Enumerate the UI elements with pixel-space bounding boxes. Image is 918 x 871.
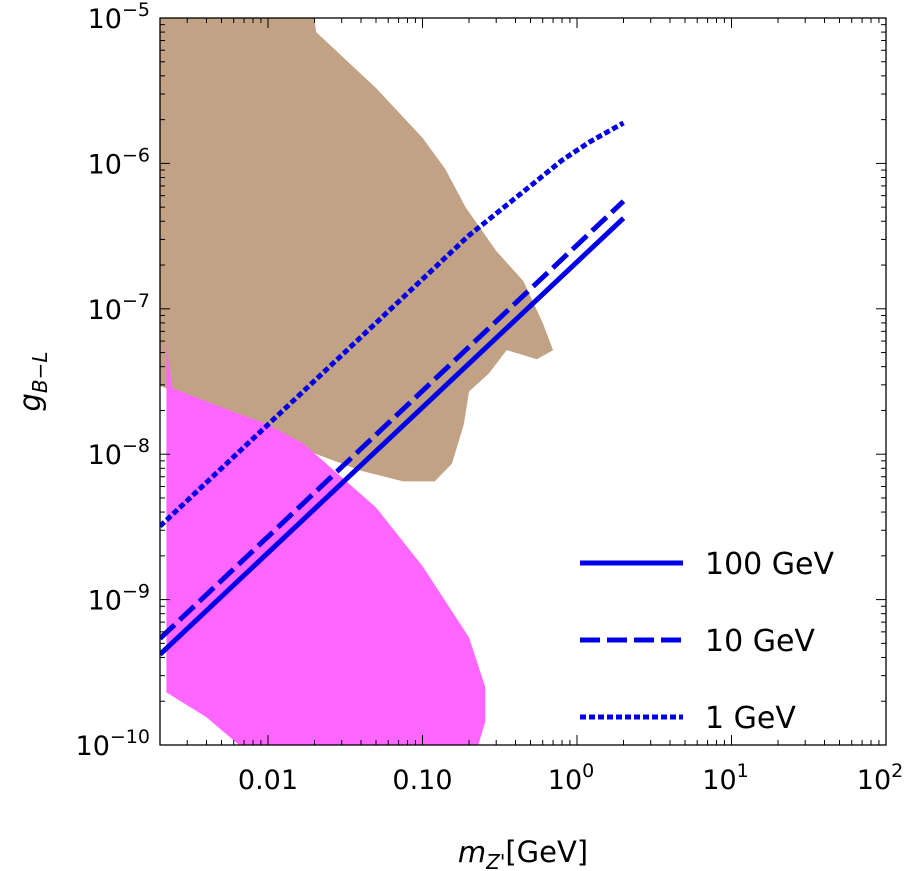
x-tick-label: 101 — [702, 760, 748, 796]
y-tick-label: 10−7 — [88, 290, 150, 326]
x-tick-label: 0.10 — [392, 765, 452, 796]
legend-label: 10 GeV — [705, 624, 815, 659]
x-axis-label: mZ'[GeV] — [458, 835, 588, 871]
y-tick-label: 10−6 — [88, 144, 150, 180]
x-tick-label: 102 — [857, 760, 903, 796]
x-tick-label: 0.01 — [238, 765, 298, 796]
series-line-2 — [160, 120, 625, 529]
series-line-0 — [160, 216, 626, 657]
axes-layer: 0.01 0.10 100 101 102 10−10 10−9 10−8 10−7 10−6 10… — [13, 0, 903, 871]
series-layer — [160, 120, 626, 657]
y-tick-label: 10−9 — [88, 581, 150, 617]
y-axis-label: gB−L — [13, 351, 52, 411]
legend-label: 100 GeV — [705, 547, 835, 582]
series-line-1 — [160, 199, 626, 641]
region-tan — [160, 18, 554, 482]
plot-frame — [159, 17, 887, 746]
y-tick-label: 10−5 — [88, 0, 150, 35]
legend: 100 GeV 10 GeV 1 GeV — [580, 547, 835, 736]
y-tick-label: 10−10 — [76, 726, 150, 762]
regions-layer — [160, 18, 554, 745]
x-tick-label: 100 — [548, 760, 594, 796]
legend-label: 1 GeV — [705, 701, 796, 736]
y-tick-label: 10−8 — [88, 435, 150, 471]
